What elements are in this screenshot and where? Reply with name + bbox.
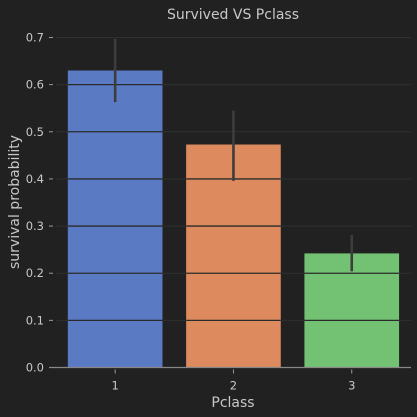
chart-title: Survived VS Pclass [167,7,299,23]
bar [186,144,281,368]
y-tick-label: 0.6 [26,78,44,92]
x-tick-label: 2 [230,379,237,393]
y-tick-label: 0.2 [26,266,44,280]
y-tick-label: 0.4 [26,172,44,186]
bars [67,70,400,368]
y-axis-label: survival probability [7,135,23,269]
y-tick-label: 0.7 [26,31,44,45]
x-tick-label: 1 [111,379,118,393]
y-tick-label: 0.0 [26,361,44,375]
x-tick-label: 3 [348,379,355,393]
bar [304,253,400,368]
y-tick-label: 0.3 [26,219,44,233]
y-axis-ticks: 0.0 0.1 0.2 0.3 0.4 0.5 0.6 0.7 [26,31,53,375]
bar [67,70,163,368]
x-axis-label: Pclass [211,395,254,411]
error-bars [113,38,354,272]
y-tick-label: 0.5 [26,125,44,139]
y-tick-label: 0.1 [26,313,44,327]
x-axis-ticks: 1 2 3 [111,369,355,393]
